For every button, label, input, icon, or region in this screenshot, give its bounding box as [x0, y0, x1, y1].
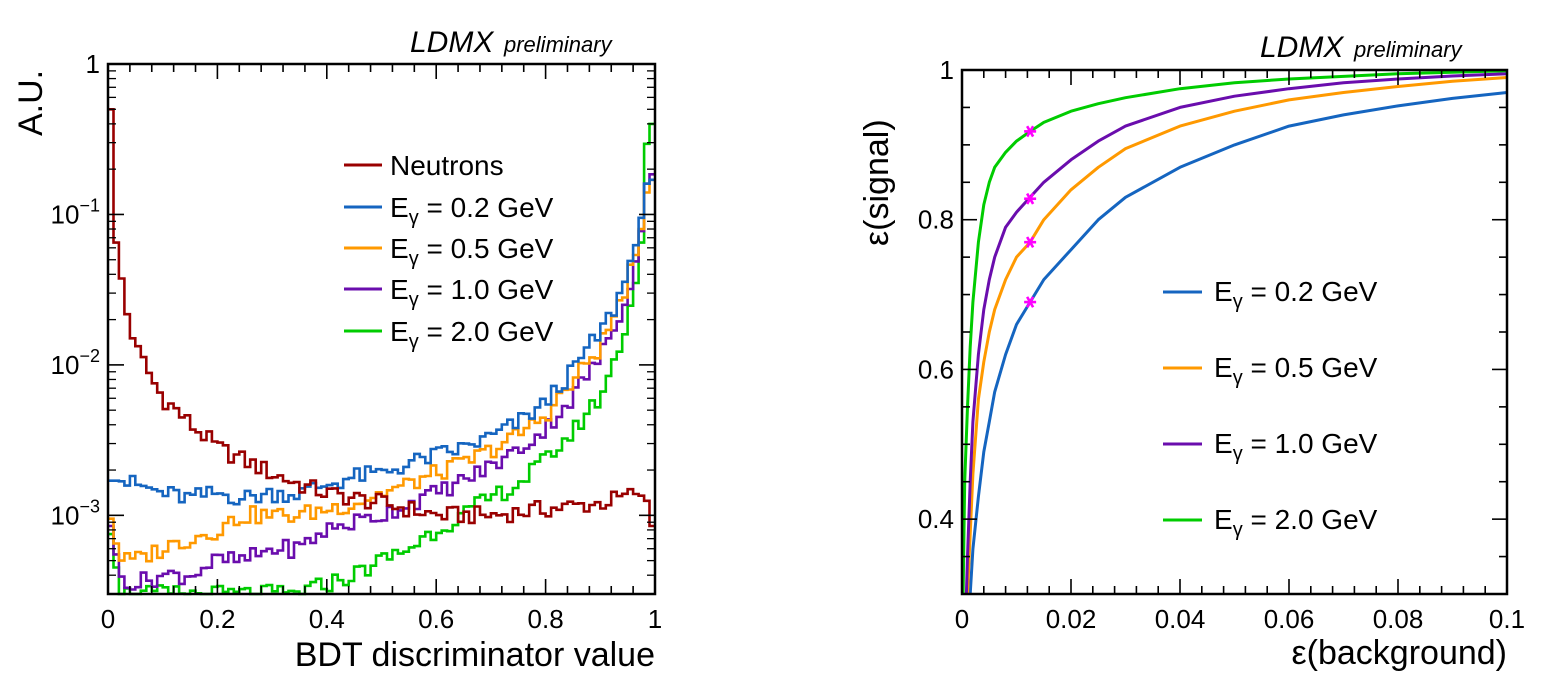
plot-frame-left: [106, 62, 657, 596]
legend-entry-e05: Eγ = 0.5 GeV: [344, 233, 554, 270]
series-line-left-e02: [108, 178, 655, 506]
x-tick-label-left: 0.2: [199, 604, 235, 634]
legend-right: Eγ = 0.2 GeV Eγ = 0.5 GeV Eγ = 1.0 GeV E…: [1163, 276, 1378, 541]
legend-entry-right-e20: Eγ = 2.0 GeV: [1163, 504, 1378, 541]
series-group-right: [961, 69, 1508, 595]
watermark-preliminary-right: preliminary: [1353, 37, 1464, 62]
legend-entry-e02: Eγ = 0.2 GeV: [344, 192, 554, 229]
series-line-left-e10: [108, 173, 655, 591]
legend-label-e02: Eγ = 0.2 GeV: [390, 192, 554, 229]
legend-label-right-e05: Eγ = 0.5 GeV: [1214, 352, 1378, 389]
y-tick-label-right: 0.6: [918, 354, 954, 384]
legend-label-e05: Eγ = 0.5 GeV: [390, 233, 554, 270]
watermark-ldmx-left: LDMX: [410, 26, 494, 59]
working-point-marker-e10: [1024, 192, 1037, 205]
legend-entry-right-e02: Eγ = 0.2 GeV: [1163, 276, 1378, 313]
legend-left: Neutrons Eγ = 0.2 GeV Eγ = 0.5 GeV Eγ = …: [344, 150, 554, 353]
x-tick-label-right: 0.08: [1373, 604, 1424, 634]
legend-entry-e10: Eγ = 1.0 GeV: [344, 274, 554, 311]
series-line-left-neutrons: [108, 108, 655, 528]
x-tick-label-left: 0: [101, 604, 115, 634]
roc-curve-e05: [966, 76, 1508, 595]
working-point-marker-e05: [1024, 236, 1037, 249]
axes-right: 0 0.02 0.04 0.06 0.08 0.1 1 0.8 0.6 0.4: [918, 55, 1525, 634]
x-tick-label-left: 0.8: [528, 604, 564, 634]
plot-frame-right: [960, 68, 1509, 596]
y-axis-title-right: ε(signal): [858, 119, 896, 246]
legend-label-right-e10: Eγ = 1.0 GeV: [1214, 428, 1378, 465]
legend-label-e20: Eγ = 2.0 GeV: [390, 316, 554, 353]
axes-left: 0 0.2 0.4 0.6 0.8 1 1 10−1 10−2 10−3: [51, 49, 663, 634]
y-tick-label-left: 10−2: [51, 346, 100, 380]
x-axis-title-right: ε(background): [1292, 634, 1508, 672]
watermark-ldmx-right: LDMX: [1260, 31, 1344, 64]
y-tick-label-right: 1: [940, 55, 954, 85]
series-group-left: [108, 108, 655, 596]
y-axis-title-left: A.U.: [12, 70, 50, 136]
legend-label-e10: Eγ = 1.0 GeV: [390, 274, 554, 311]
roc-curve-e20: [961, 69, 1508, 595]
roc-curve-e10: [964, 72, 1508, 595]
bdt-distribution-panel: LDMX preliminary A.U. BDT discriminator …: [12, 26, 662, 674]
roc-curve-e02: [968, 91, 1508, 595]
y-tick-label-left: 10−1: [51, 195, 100, 229]
y-tick-label-left: 1: [86, 49, 100, 79]
watermark-preliminary-left: preliminary: [503, 32, 614, 57]
x-tick-label-left: 0.4: [309, 604, 345, 634]
working-point-marker-e02: [1024, 296, 1037, 308]
legend-label-neutrons: Neutrons: [390, 150, 504, 181]
x-axis-title-left: BDT discriminator value: [295, 636, 655, 674]
working-point-marker-e20: [1024, 125, 1037, 138]
legend-label-right-e20: Eγ = 2.0 GeV: [1214, 504, 1378, 541]
legend-label-right-e02: Eγ = 0.2 GeV: [1214, 276, 1378, 313]
x-tick-label-right: 0.06: [1264, 604, 1315, 634]
x-tick-label-left: 1: [648, 604, 662, 634]
x-tick-label-left: 0.6: [418, 604, 454, 634]
y-tick-label-right: 0.8: [918, 205, 954, 235]
x-tick-label-right: 0: [955, 604, 969, 634]
legend-entry-right-e10: Eγ = 1.0 GeV: [1163, 428, 1378, 465]
y-tick-label-left: 10−3: [51, 496, 100, 530]
legend-entry-neutrons: Neutrons: [344, 150, 504, 181]
legend-entry-e20: Eγ = 2.0 GeV: [344, 316, 554, 353]
series-line-left-e20: [108, 122, 655, 596]
y-tick-label-right: 0.4: [918, 504, 954, 534]
x-tick-label-right: 0.1: [1489, 604, 1525, 634]
x-tick-label-right: 0.02: [1046, 604, 1097, 634]
legend-entry-right-e05: Eγ = 0.5 GeV: [1163, 352, 1378, 389]
x-tick-label-right: 0.04: [1155, 604, 1206, 634]
roc-curve-panel: LDMX preliminary ε(signal) ε(background)…: [858, 31, 1525, 672]
